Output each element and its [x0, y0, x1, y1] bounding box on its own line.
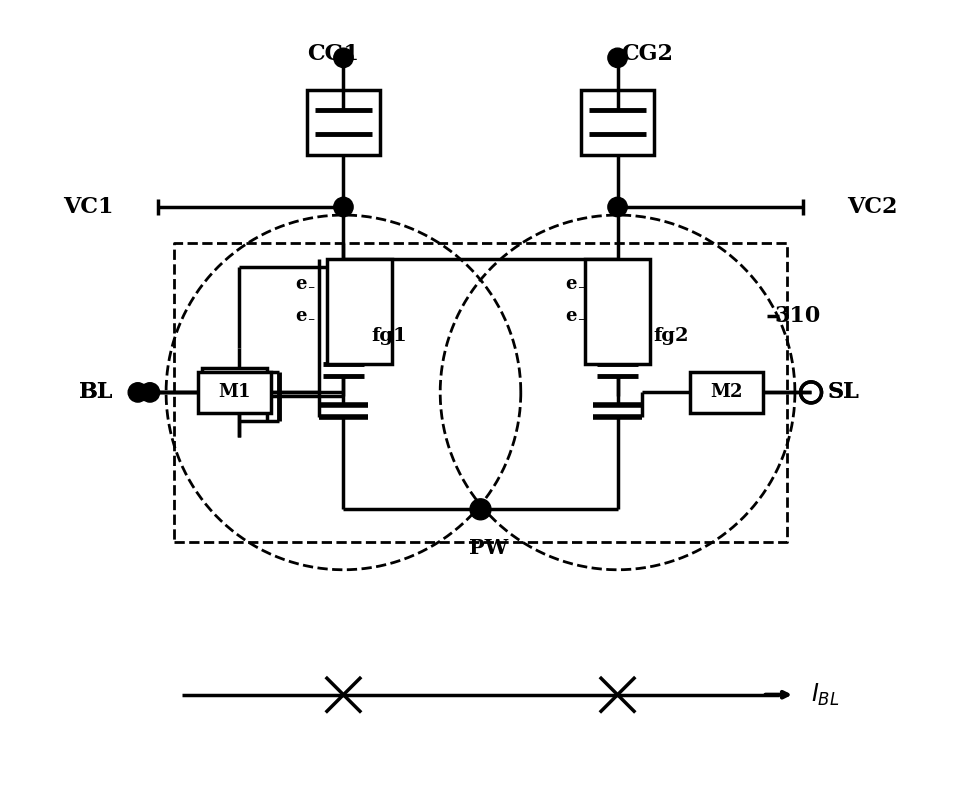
Text: fg2: fg2 [653, 327, 689, 345]
Circle shape [608, 49, 628, 67]
Circle shape [470, 499, 491, 520]
Text: ⁻: ⁻ [578, 284, 584, 298]
Circle shape [333, 197, 353, 217]
Text: M1: M1 [218, 379, 251, 397]
Bar [198, 372, 271, 413]
Bar [203, 368, 267, 409]
Bar [328, 260, 392, 364]
Text: VC2: VC2 [848, 196, 898, 218]
Text: ⁻: ⁻ [308, 316, 314, 330]
Text: BL: BL [79, 381, 113, 404]
Text: fg1: fg1 [372, 327, 407, 345]
Text: M2: M2 [710, 383, 743, 401]
Text: SL: SL [827, 381, 859, 404]
Bar [308, 90, 380, 155]
Text: e: e [296, 307, 308, 325]
Text: e: e [296, 274, 308, 293]
Text: BL: BL [79, 381, 113, 404]
Text: PW: PW [469, 537, 508, 557]
Text: SL: SL [827, 381, 859, 404]
Bar [690, 372, 763, 413]
Text: M1: M1 [218, 383, 251, 401]
Circle shape [608, 197, 628, 217]
Text: CG1: CG1 [308, 43, 359, 65]
Text: ⁻: ⁻ [578, 316, 584, 330]
Text: e: e [566, 307, 578, 325]
Text: 310: 310 [775, 305, 821, 327]
Text: e: e [566, 274, 578, 293]
Text: ⁻: ⁻ [308, 284, 314, 298]
Text: $I_{BL}$: $I_{BL}$ [811, 682, 840, 708]
Bar [585, 260, 650, 364]
Circle shape [140, 383, 160, 402]
Circle shape [128, 383, 148, 402]
Text: VC1: VC1 [63, 196, 113, 218]
Circle shape [333, 49, 353, 67]
Text: CG2: CG2 [622, 43, 674, 65]
Bar [581, 90, 653, 155]
